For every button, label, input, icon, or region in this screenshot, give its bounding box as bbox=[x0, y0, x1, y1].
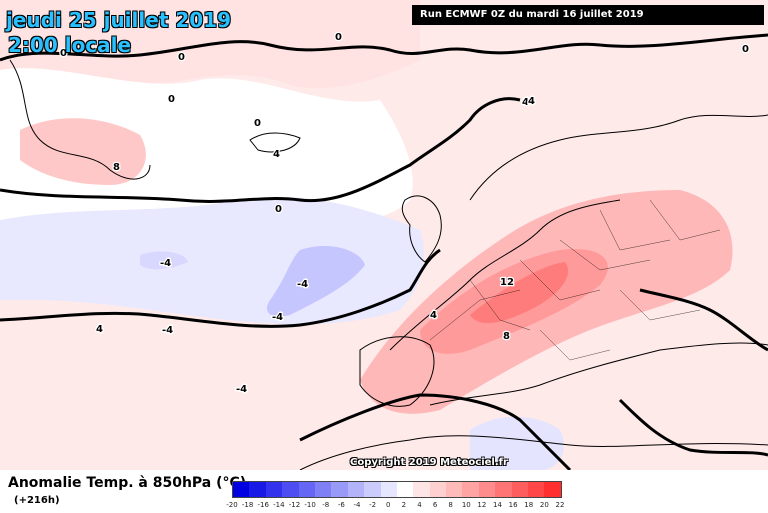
color-scale-ticks: -20 -18 -16 -14 -12 -10 -8 -6 -4 -2 0 2 4 6 8 10 12 14 16 1… bbox=[226, 501, 565, 513]
scale-swatch bbox=[265, 482, 283, 497]
scale-tick-label: 4 bbox=[417, 501, 422, 509]
scale-tick-label: -14 bbox=[273, 501, 285, 509]
forecast-date: jeudi 25 juillet 2019 bbox=[6, 8, 231, 32]
model-run-label: Run ECMWF 0Z du mardi 16 juillet 2019 bbox=[412, 5, 764, 25]
color-scale bbox=[232, 481, 562, 498]
scale-tick-label: -8 bbox=[322, 501, 330, 509]
scale-swatch bbox=[511, 482, 529, 497]
contour-label: -4 bbox=[297, 279, 308, 290]
coastline-greenland bbox=[9, 59, 151, 180]
scale-swatch bbox=[462, 482, 479, 497]
scale-swatch bbox=[331, 482, 348, 497]
temperature-anomaly-map: 0 0 0 0 0 0 0 4 4 4 4 4 8 8 12 -4 -4 -4 … bbox=[0, 0, 768, 470]
forecast-time: 2:00 locale bbox=[8, 33, 132, 57]
coastline-mediterranean bbox=[429, 342, 768, 406]
scale-swatch bbox=[446, 482, 463, 497]
scale-tick-label: 6 bbox=[432, 501, 438, 509]
contour-label: 8 bbox=[503, 331, 510, 342]
scale-swatch bbox=[249, 482, 266, 497]
scale-swatch bbox=[314, 482, 332, 497]
zero-contour-east bbox=[618, 398, 768, 457]
contour-label: 0 bbox=[335, 32, 342, 43]
scale-tick-label: 22 bbox=[555, 501, 565, 509]
coastline-iberia bbox=[359, 336, 435, 407]
legend-title: Anomalie Temp. à 850hPa (°C) bbox=[8, 475, 247, 491]
scale-swatch bbox=[298, 482, 315, 497]
contour-label: 8 bbox=[113, 162, 120, 173]
scale-swatch bbox=[364, 482, 381, 497]
scale-tick-label: 18 bbox=[524, 501, 534, 509]
europe-hot-core bbox=[470, 262, 569, 324]
south-med-cold bbox=[470, 416, 564, 470]
scale-tick-label: -18 bbox=[241, 501, 254, 509]
scale-swatch bbox=[233, 482, 250, 497]
scale-tick-label: -10 bbox=[304, 501, 316, 509]
scale-tick-label: -4 bbox=[353, 501, 361, 509]
copyright-text: Copyright 2019 Meteociel.fr bbox=[350, 457, 508, 468]
scale-swatch bbox=[478, 482, 496, 497]
cold-anomaly-small bbox=[140, 251, 188, 270]
contour-label: 12 bbox=[500, 277, 514, 288]
greenland-warm bbox=[20, 118, 146, 185]
scale-swatch bbox=[380, 482, 397, 497]
scale-tick-label: -20 bbox=[226, 501, 238, 509]
legend-panel: Anomalie Temp. à 850hPa (°C) (+216h) -20… bbox=[0, 470, 768, 512]
scale-tick-label: -12 bbox=[288, 501, 301, 509]
contour-label: 0 bbox=[275, 204, 282, 215]
contour-label: 0 bbox=[254, 118, 261, 129]
scale-swatch bbox=[528, 482, 545, 497]
coastline-north-africa bbox=[299, 435, 768, 470]
scale-tick-label: 16 bbox=[508, 501, 518, 509]
scale-swatch bbox=[413, 482, 430, 497]
zero-contour-south bbox=[639, 288, 768, 352]
forecast-hour: (+216h) bbox=[14, 495, 60, 506]
contour-label: 4 bbox=[273, 149, 280, 160]
zero-contour-atlantic bbox=[0, 248, 441, 328]
contour-label: 0 bbox=[168, 94, 175, 105]
contour-labels: 0 0 0 0 0 0 0 4 4 4 4 4 8 8 12 -4 -4 -4 … bbox=[59, 31, 751, 397]
zero-contour-med bbox=[299, 393, 572, 470]
scale-tick-label: 0 bbox=[385, 501, 391, 509]
contour-label: -4 bbox=[272, 312, 283, 323]
scale-tick-label: -6 bbox=[337, 501, 345, 509]
scale-swatch bbox=[495, 482, 512, 497]
scale-tick-label: 12 bbox=[477, 501, 487, 509]
contour-label: 4 bbox=[96, 324, 103, 335]
cold-anomaly-core bbox=[266, 245, 365, 317]
scale-swatch bbox=[544, 482, 561, 497]
scale-tick-label: 14 bbox=[493, 501, 502, 509]
scale-swatch bbox=[429, 482, 447, 497]
zero-contour-north bbox=[0, 33, 768, 62]
scale-tick-label: 20 bbox=[539, 501, 549, 509]
scale-swatch bbox=[282, 482, 299, 497]
scale-swatch bbox=[396, 482, 414, 497]
contour-label: 0 bbox=[60, 48, 67, 59]
contour-label: 0 bbox=[178, 52, 185, 63]
contour-label: 4 bbox=[522, 97, 529, 108]
coastline-scandinavia bbox=[469, 114, 768, 201]
scale-tick-label: 8 bbox=[448, 501, 453, 509]
coastline-british-isles bbox=[401, 195, 442, 263]
contour-label: 0 bbox=[742, 44, 749, 55]
contour-label: -4 bbox=[236, 384, 247, 395]
contour-label: 4 bbox=[430, 310, 437, 321]
country-borders bbox=[429, 199, 721, 361]
scale-tick-label: 2 bbox=[401, 501, 407, 509]
scale-tick-label: 10 bbox=[461, 501, 471, 509]
contour-label: -4 bbox=[162, 325, 173, 336]
zero-contour-middle bbox=[0, 97, 521, 203]
contour-label: -4 bbox=[160, 258, 171, 269]
scale-swatch bbox=[347, 482, 365, 497]
coastline-europe bbox=[389, 199, 621, 351]
scale-tick-label: -2 bbox=[369, 501, 377, 509]
scale-tick-label: -16 bbox=[257, 501, 269, 509]
contour-label: 4 bbox=[528, 96, 535, 107]
coastline-iceland bbox=[249, 132, 301, 153]
